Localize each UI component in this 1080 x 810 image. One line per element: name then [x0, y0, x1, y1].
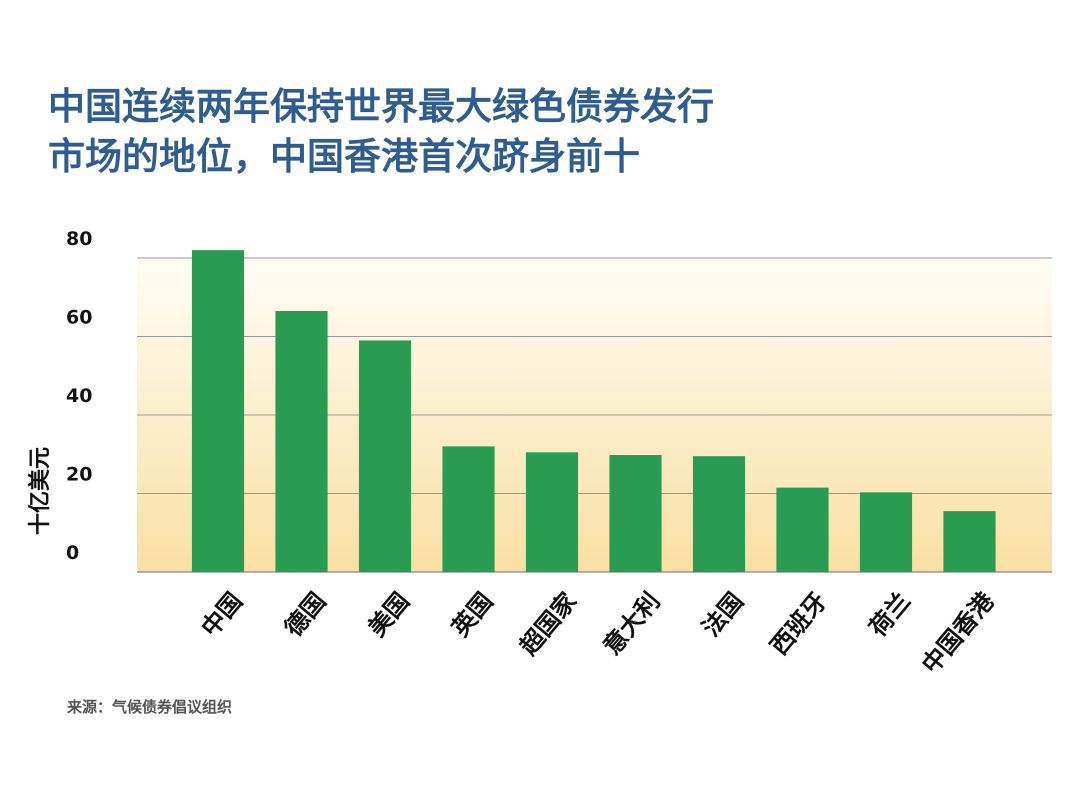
- x-tick-label: 中国: [196, 587, 248, 642]
- y-tick-label: 40: [66, 385, 92, 407]
- y-tick-label: 20: [66, 464, 92, 486]
- bar: [525, 452, 579, 572]
- source-note: 来源：气候债券倡议组织: [67, 698, 233, 716]
- bar: [859, 492, 913, 572]
- x-tick-label: 荷兰: [864, 587, 916, 642]
- bar: [943, 511, 996, 572]
- bar: [609, 455, 662, 572]
- bar: [692, 456, 746, 572]
- chart-title: 中国连续两年保持世界最大绿色债券发行 市场的地位，中国香港首次跻身前十: [48, 82, 714, 182]
- y-tick-label: 0: [66, 542, 79, 564]
- x-tick-label: 意大利: [598, 587, 666, 660]
- x-tick-label: 德国: [279, 587, 331, 642]
- bar: [191, 250, 245, 572]
- bar: [358, 340, 412, 572]
- x-tick-label: 中国香港: [916, 586, 1000, 678]
- x-tick-label: 美国: [363, 587, 415, 642]
- x-tick-label: 英国: [446, 587, 498, 642]
- x-tick-label: 法国: [697, 587, 749, 642]
- y-axis-ticks: 0 20 40 60 80: [66, 228, 92, 564]
- bar: [275, 310, 328, 572]
- chart-title-line-1: 中国连续两年保持世界最大绿色债券发行: [48, 85, 714, 128]
- y-axis-label: 十亿美元: [28, 446, 53, 535]
- bar: [442, 446, 495, 572]
- bars: [191, 250, 996, 572]
- x-tick-label: 西班牙: [765, 587, 833, 660]
- x-tick-label: 超国家: [514, 587, 582, 660]
- y-tick-label: 80: [66, 228, 92, 250]
- chart-title-line-2: 市场的地位，中国香港首次跻身前十: [48, 135, 640, 178]
- bar: [776, 487, 829, 572]
- x-axis-ticks: 中国 德国 美国 英国 超国家 意大利 法国 西班牙 荷兰 中国香港: [196, 586, 1000, 678]
- y-tick-label: 60: [66, 307, 92, 329]
